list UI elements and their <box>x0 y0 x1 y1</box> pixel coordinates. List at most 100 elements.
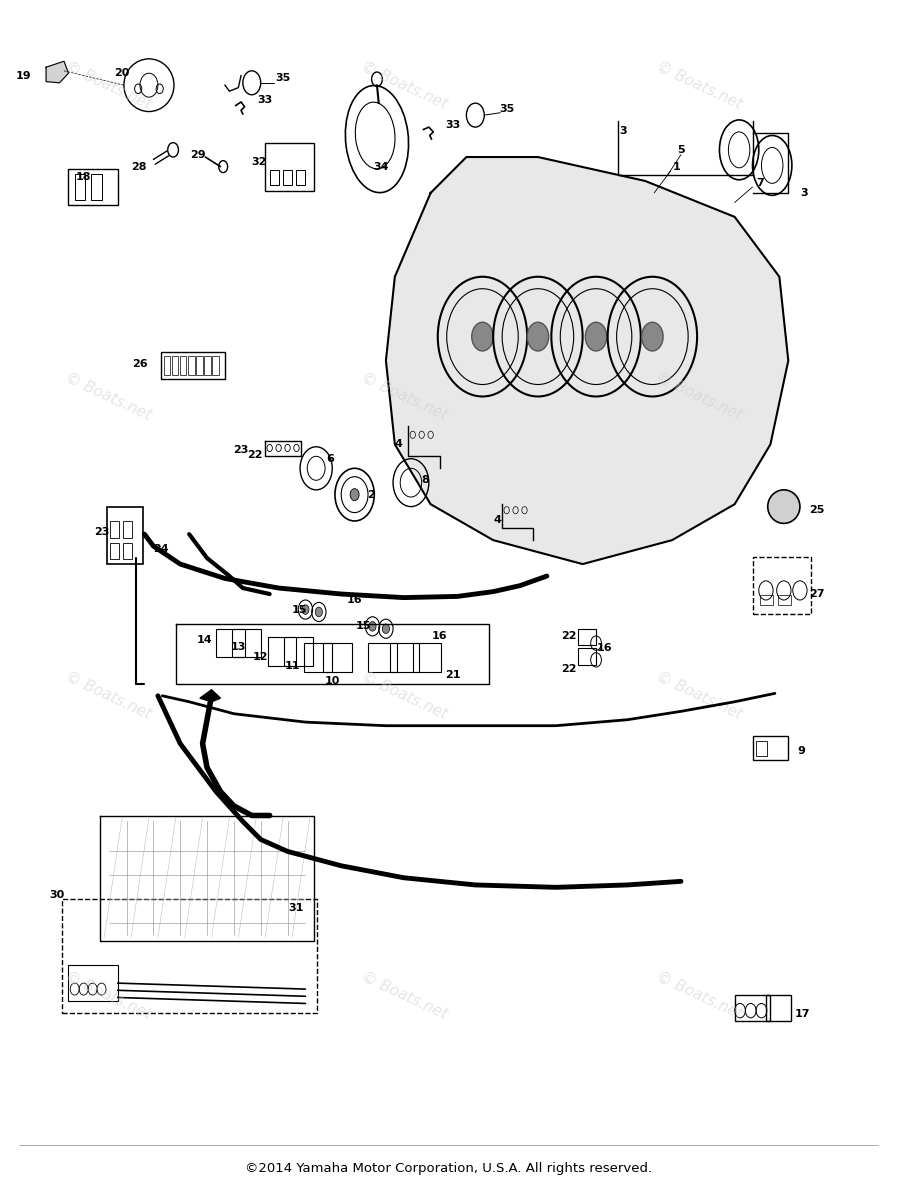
Bar <box>579 648 596 665</box>
Circle shape <box>315 607 322 617</box>
Text: 4: 4 <box>395 439 403 449</box>
Text: © Boats.net: © Boats.net <box>64 968 154 1021</box>
Polygon shape <box>200 690 221 702</box>
Text: 23: 23 <box>233 445 248 455</box>
Polygon shape <box>46 61 68 83</box>
Text: 10: 10 <box>325 677 340 686</box>
Text: 33: 33 <box>445 120 460 130</box>
Bar <box>74 174 85 200</box>
Circle shape <box>527 323 549 350</box>
Bar <box>216 629 245 658</box>
Bar <box>123 521 132 538</box>
Text: 31: 31 <box>289 902 304 913</box>
Bar <box>753 737 788 761</box>
Text: 22: 22 <box>562 631 577 641</box>
Text: © Boats.net: © Boats.net <box>653 968 745 1021</box>
Bar <box>323 643 352 672</box>
Text: 4: 4 <box>493 515 501 524</box>
Bar <box>232 629 261 658</box>
Text: © Boats.net: © Boats.net <box>64 59 154 112</box>
Bar <box>304 643 332 672</box>
Bar <box>68 169 118 205</box>
Text: 6: 6 <box>327 454 335 463</box>
Text: 16: 16 <box>347 595 362 605</box>
Ellipse shape <box>768 490 800 523</box>
Text: 24: 24 <box>152 544 169 553</box>
Bar <box>735 995 771 1021</box>
Text: 27: 27 <box>809 589 824 599</box>
Text: 9: 9 <box>797 746 806 756</box>
Text: 2: 2 <box>367 490 375 499</box>
Circle shape <box>586 323 606 350</box>
Text: 16: 16 <box>431 631 448 641</box>
Text: 35: 35 <box>275 73 291 83</box>
Text: © Boats.net: © Boats.net <box>64 370 154 422</box>
Bar <box>213 355 219 374</box>
Text: 17: 17 <box>795 1009 810 1019</box>
Bar <box>283 170 292 185</box>
Text: © Boats.net: © Boats.net <box>359 968 449 1021</box>
Text: 18: 18 <box>76 173 91 182</box>
Text: 22: 22 <box>562 665 577 674</box>
Bar <box>161 352 225 378</box>
Bar <box>766 995 791 1021</box>
Text: © Boats.net: © Boats.net <box>359 670 449 722</box>
Circle shape <box>472 323 493 350</box>
Bar <box>188 355 195 374</box>
Circle shape <box>641 323 663 350</box>
Bar <box>123 542 132 559</box>
Polygon shape <box>386 157 788 564</box>
Text: 19: 19 <box>16 71 31 80</box>
Bar <box>110 542 119 559</box>
Bar <box>760 595 773 605</box>
Bar <box>107 506 143 564</box>
Bar <box>266 143 314 191</box>
Bar <box>297 170 305 185</box>
Text: 34: 34 <box>374 162 389 172</box>
Text: © Boats.net: © Boats.net <box>653 59 745 112</box>
Text: 28: 28 <box>131 162 147 172</box>
Text: © Boats.net: © Boats.net <box>64 670 154 722</box>
Bar <box>753 557 811 614</box>
Bar <box>164 355 170 374</box>
Bar <box>756 742 767 756</box>
Text: 20: 20 <box>115 68 130 78</box>
Text: 16: 16 <box>597 643 613 653</box>
Text: 30: 30 <box>49 889 65 900</box>
Text: ©2014 Yamaha Motor Corporation, U.S.A. All rights reserved.: ©2014 Yamaha Motor Corporation, U.S.A. A… <box>245 1162 652 1175</box>
Bar <box>390 643 419 672</box>
Bar <box>68 965 118 1001</box>
Circle shape <box>382 624 389 634</box>
Text: © Boats.net: © Boats.net <box>653 670 745 722</box>
Text: 15: 15 <box>356 622 371 631</box>
Text: 5: 5 <box>677 145 684 155</box>
Text: 32: 32 <box>251 157 266 167</box>
Text: 15: 15 <box>292 605 307 614</box>
Text: © Boats.net: © Boats.net <box>359 370 449 422</box>
Text: © Boats.net: © Boats.net <box>653 370 745 422</box>
Bar <box>110 521 119 538</box>
Bar <box>180 355 187 374</box>
Text: 25: 25 <box>809 505 824 515</box>
Text: 7: 7 <box>756 179 763 188</box>
Circle shape <box>350 488 359 500</box>
Text: 21: 21 <box>445 671 461 680</box>
Text: 35: 35 <box>499 104 514 114</box>
Text: 12: 12 <box>253 653 268 662</box>
Bar <box>268 637 297 666</box>
Bar <box>172 355 179 374</box>
Bar <box>196 355 203 374</box>
Text: 8: 8 <box>422 475 429 485</box>
Circle shape <box>302 605 309 614</box>
Bar <box>368 643 396 672</box>
Text: 13: 13 <box>231 642 246 652</box>
Text: 3: 3 <box>801 188 808 198</box>
Bar <box>284 637 312 666</box>
Bar <box>579 629 596 646</box>
Bar <box>62 899 317 1013</box>
Bar <box>91 174 101 200</box>
Circle shape <box>369 622 376 631</box>
Bar <box>413 643 441 672</box>
Bar <box>205 355 211 374</box>
Text: 23: 23 <box>94 527 109 536</box>
